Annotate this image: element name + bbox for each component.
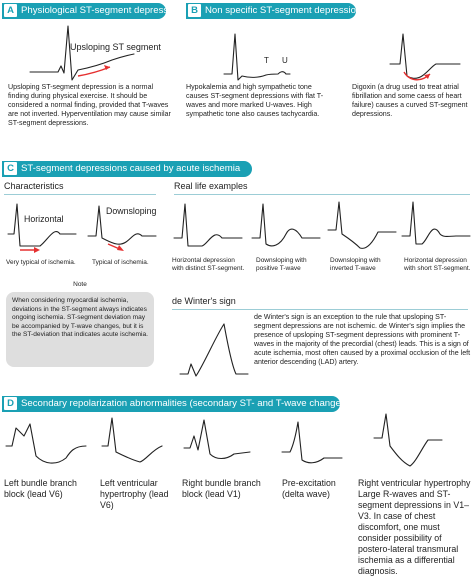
horizontal-caption: Very typical of ischemia.	[6, 259, 76, 266]
example-3-caption: Downsloping with inverted T-wave	[330, 257, 381, 273]
section-d-badge: D	[4, 397, 17, 410]
section-a-title: Physiological ST-segment depressions	[21, 5, 166, 16]
example-4-caption: Horizontal depression with short ST-segm…	[404, 257, 471, 273]
dewinter-text: de Winter's sign is an exception to the …	[254, 313, 471, 367]
characteristics-rule	[4, 194, 156, 195]
note-title: Note	[73, 281, 87, 288]
section-a-description: Upsloping ST-segment depression is a nor…	[8, 83, 171, 128]
lvh-ecg	[101, 417, 163, 463]
rvh-ecg	[373, 413, 443, 467]
section-a-badge: A	[4, 4, 17, 17]
rvh-caption: Right ventricular hypertrophy Large R-wa…	[358, 478, 471, 576]
section-c-title: ST-segment depressions caused by acute i…	[21, 163, 241, 174]
example-4-ecg	[401, 201, 471, 245]
t-wave-label: T	[264, 56, 269, 65]
section-b-header: B Non specific ST-segment depression	[186, 3, 356, 19]
example-1-caption: Horizontal depression with distinct ST-s…	[172, 257, 245, 273]
note-box	[6, 292, 154, 367]
example-1-ecg	[173, 203, 243, 247]
horizontal-label: Horizontal	[24, 214, 64, 224]
horizontal-ecg-figure	[7, 203, 77, 253]
dewinter-rule	[172, 309, 468, 310]
u-wave-label: U	[282, 56, 288, 65]
section-a-header: A Physiological ST-segment depressions	[2, 3, 166, 19]
dewinter-ecg-figure	[179, 323, 249, 377]
characteristics-title: Characteristics	[4, 181, 64, 191]
lvh-caption: Left ventricular hypertrophy (lead V6)	[100, 478, 169, 510]
section-b-badge: B	[188, 4, 201, 17]
section-b-title: Non specific ST-segment depression	[205, 5, 356, 16]
upsloping-label: Upsloping ST segment	[70, 42, 161, 52]
real-life-title: Real life examples	[174, 181, 248, 191]
section-c-badge: C	[4, 162, 17, 175]
dewinter-title: de Winter's sign	[172, 296, 236, 306]
rbbb-ecg	[183, 419, 251, 460]
section-b-text-left: Hypokalemia and high sympathetic tone ca…	[186, 83, 324, 119]
hypokalemia-ecg-figure	[223, 33, 291, 81]
section-b-text-right: Digoxin (a drug used to treat atrial fib…	[352, 83, 468, 119]
section-c-header: C ST-segment depressions caused by acute…	[2, 161, 252, 177]
section-d-header: D Secondary repolarization abnormalities…	[2, 396, 340, 412]
digoxin-ecg-figure	[389, 33, 461, 81]
preexcitation-caption: Pre-excitation (delta wave)	[282, 478, 336, 499]
lbbb-caption: Left bundle branch block (lead V6)	[4, 478, 77, 499]
lbbb-ecg	[5, 423, 87, 464]
section-d-title: Secondary repolarization abnormalities (…	[21, 398, 340, 409]
example-2-caption: Downsloping with positive T-wave	[256, 257, 307, 273]
preexcitation-ecg	[281, 421, 343, 464]
upsloping-ecg-figure	[29, 25, 135, 81]
note-text: When considering myocardial ischemia, de…	[12, 297, 148, 339]
example-3-ecg	[327, 201, 397, 249]
real-life-rule	[174, 194, 470, 195]
example-2-ecg	[251, 203, 321, 247]
downsloping-label: Downsloping	[106, 206, 157, 216]
downsloping-ecg-figure	[87, 205, 157, 251]
rbbb-caption: Right bundle branch block (lead V1)	[182, 478, 261, 499]
downsloping-caption: Typical of ischemia.	[92, 259, 149, 266]
